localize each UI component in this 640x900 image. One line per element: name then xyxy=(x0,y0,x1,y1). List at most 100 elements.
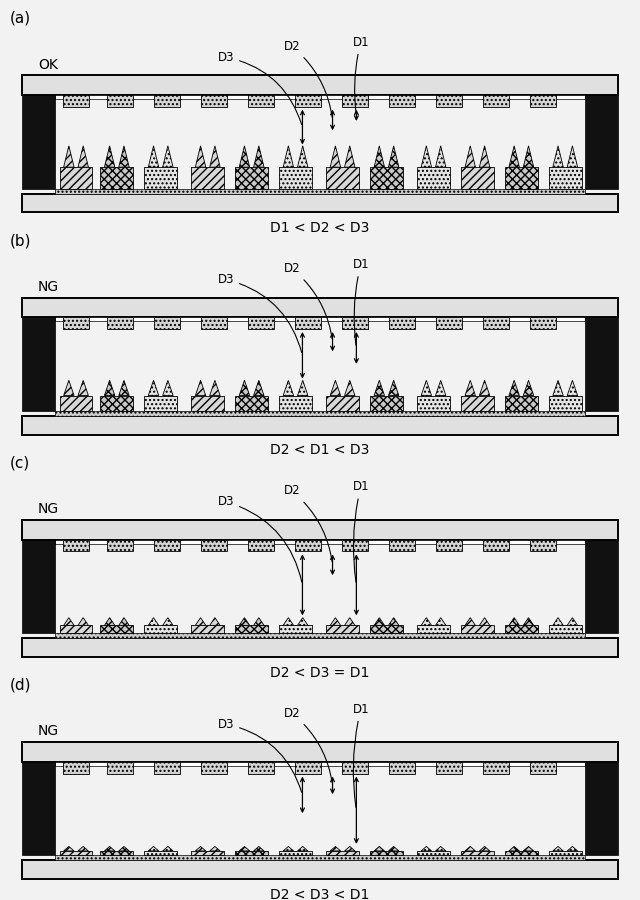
Polygon shape xyxy=(465,146,476,167)
Polygon shape xyxy=(509,617,520,626)
Bar xyxy=(145,396,177,410)
Bar xyxy=(585,318,618,410)
Polygon shape xyxy=(388,146,399,167)
Polygon shape xyxy=(253,381,264,396)
Bar xyxy=(248,95,274,107)
Polygon shape xyxy=(119,847,129,850)
Bar xyxy=(483,95,509,107)
Bar xyxy=(530,318,556,329)
Polygon shape xyxy=(421,847,431,850)
Polygon shape xyxy=(435,617,446,626)
Bar xyxy=(201,318,227,329)
Polygon shape xyxy=(421,381,431,396)
Bar xyxy=(55,855,585,860)
Polygon shape xyxy=(253,617,264,626)
Polygon shape xyxy=(388,847,399,850)
Polygon shape xyxy=(553,847,563,850)
Bar xyxy=(530,762,556,774)
Polygon shape xyxy=(344,381,355,396)
Bar xyxy=(461,850,493,855)
Bar xyxy=(22,762,55,855)
Bar xyxy=(417,396,450,410)
Bar xyxy=(191,850,224,855)
Polygon shape xyxy=(421,617,431,626)
Bar xyxy=(436,540,462,552)
Bar xyxy=(201,762,227,774)
Polygon shape xyxy=(78,381,88,396)
Polygon shape xyxy=(374,847,385,850)
Bar xyxy=(342,95,368,107)
Polygon shape xyxy=(435,146,446,167)
Polygon shape xyxy=(239,381,250,396)
Polygon shape xyxy=(553,146,563,167)
Bar xyxy=(505,396,538,410)
Bar xyxy=(55,95,585,99)
Text: (b): (b) xyxy=(10,233,31,248)
Polygon shape xyxy=(283,617,294,626)
Polygon shape xyxy=(330,617,340,626)
Polygon shape xyxy=(465,617,476,626)
Polygon shape xyxy=(104,381,115,396)
Bar xyxy=(248,318,274,329)
Polygon shape xyxy=(479,847,490,850)
Bar xyxy=(236,396,268,410)
Bar xyxy=(549,167,582,188)
Bar xyxy=(22,416,618,435)
Bar xyxy=(22,742,618,762)
Bar xyxy=(63,95,89,107)
Bar xyxy=(191,396,224,410)
Text: D1: D1 xyxy=(353,36,369,112)
Polygon shape xyxy=(104,146,115,167)
Text: D2: D2 xyxy=(284,40,332,117)
Polygon shape xyxy=(524,617,534,626)
Bar xyxy=(22,298,618,318)
Bar xyxy=(100,396,133,410)
Text: D1: D1 xyxy=(353,481,369,582)
Polygon shape xyxy=(509,847,520,850)
Bar xyxy=(55,188,585,194)
Bar xyxy=(342,540,368,552)
Bar xyxy=(100,167,133,188)
Polygon shape xyxy=(465,847,476,850)
Polygon shape xyxy=(283,847,294,850)
Bar xyxy=(154,95,180,107)
Text: D2: D2 xyxy=(284,484,332,562)
Polygon shape xyxy=(330,146,340,167)
Polygon shape xyxy=(374,617,385,626)
Text: D2: D2 xyxy=(284,262,332,339)
Bar xyxy=(55,410,585,416)
Bar xyxy=(585,762,618,855)
Polygon shape xyxy=(148,847,159,850)
Text: NG: NG xyxy=(38,724,59,739)
Polygon shape xyxy=(388,381,399,396)
Bar xyxy=(60,167,92,188)
Polygon shape xyxy=(210,381,220,396)
Text: D1: D1 xyxy=(353,258,369,346)
Bar xyxy=(436,318,462,329)
Bar xyxy=(22,520,618,540)
Bar xyxy=(107,318,133,329)
Polygon shape xyxy=(421,146,431,167)
Polygon shape xyxy=(567,146,578,167)
Polygon shape xyxy=(344,146,355,167)
Text: D3: D3 xyxy=(218,495,302,582)
Bar xyxy=(22,95,55,188)
Polygon shape xyxy=(253,146,264,167)
Bar xyxy=(585,95,618,188)
Bar xyxy=(201,540,227,552)
Polygon shape xyxy=(195,617,206,626)
Polygon shape xyxy=(239,847,250,850)
Bar xyxy=(55,540,585,544)
Bar xyxy=(370,626,403,633)
Bar xyxy=(55,633,585,638)
Polygon shape xyxy=(479,381,490,396)
Polygon shape xyxy=(148,146,159,167)
Bar xyxy=(370,167,403,188)
Text: D1 < D2 < D3: D1 < D2 < D3 xyxy=(270,221,370,235)
Polygon shape xyxy=(104,847,115,850)
Text: D3: D3 xyxy=(218,717,301,792)
Bar xyxy=(505,167,538,188)
Text: (c): (c) xyxy=(10,455,30,471)
Bar xyxy=(530,540,556,552)
Bar xyxy=(145,167,177,188)
